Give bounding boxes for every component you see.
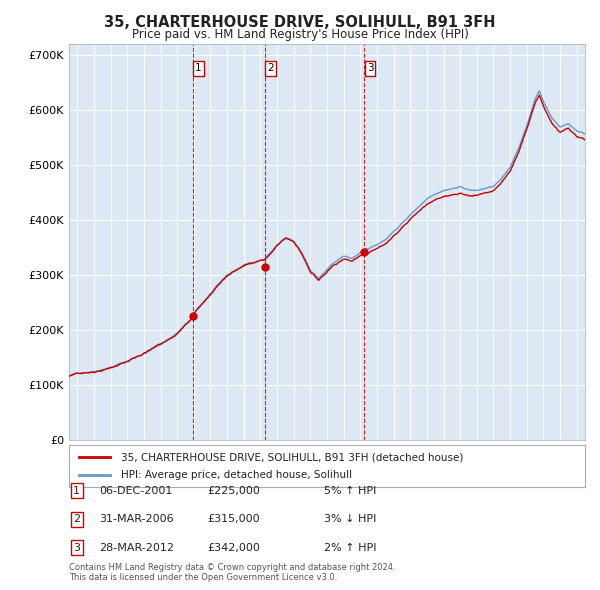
Text: £342,000: £342,000 (207, 543, 260, 552)
Text: £315,000: £315,000 (207, 514, 260, 524)
Text: 3: 3 (73, 543, 80, 552)
Text: 3: 3 (367, 64, 373, 74)
Text: HPI: Average price, detached house, Solihull: HPI: Average price, detached house, Soli… (121, 470, 352, 480)
Text: 2: 2 (267, 64, 274, 74)
Text: 1: 1 (73, 486, 80, 496)
Text: 5% ↑ HPI: 5% ↑ HPI (324, 486, 376, 496)
Text: £225,000: £225,000 (207, 486, 260, 496)
Text: 31-MAR-2006: 31-MAR-2006 (99, 514, 173, 524)
Text: 2: 2 (73, 514, 80, 524)
Text: 2% ↑ HPI: 2% ↑ HPI (324, 543, 377, 552)
Text: 3% ↓ HPI: 3% ↓ HPI (324, 514, 376, 524)
Text: 35, CHARTERHOUSE DRIVE, SOLIHULL, B91 3FH (detached house): 35, CHARTERHOUSE DRIVE, SOLIHULL, B91 3F… (121, 452, 463, 462)
Text: Price paid vs. HM Land Registry's House Price Index (HPI): Price paid vs. HM Land Registry's House … (131, 28, 469, 41)
Text: 06-DEC-2001: 06-DEC-2001 (99, 486, 172, 496)
Text: 35, CHARTERHOUSE DRIVE, SOLIHULL, B91 3FH: 35, CHARTERHOUSE DRIVE, SOLIHULL, B91 3F… (104, 15, 496, 30)
Text: Contains HM Land Registry data © Crown copyright and database right 2024.
This d: Contains HM Land Registry data © Crown c… (69, 563, 395, 582)
Text: 1: 1 (195, 64, 202, 74)
Text: 28-MAR-2012: 28-MAR-2012 (99, 543, 174, 552)
